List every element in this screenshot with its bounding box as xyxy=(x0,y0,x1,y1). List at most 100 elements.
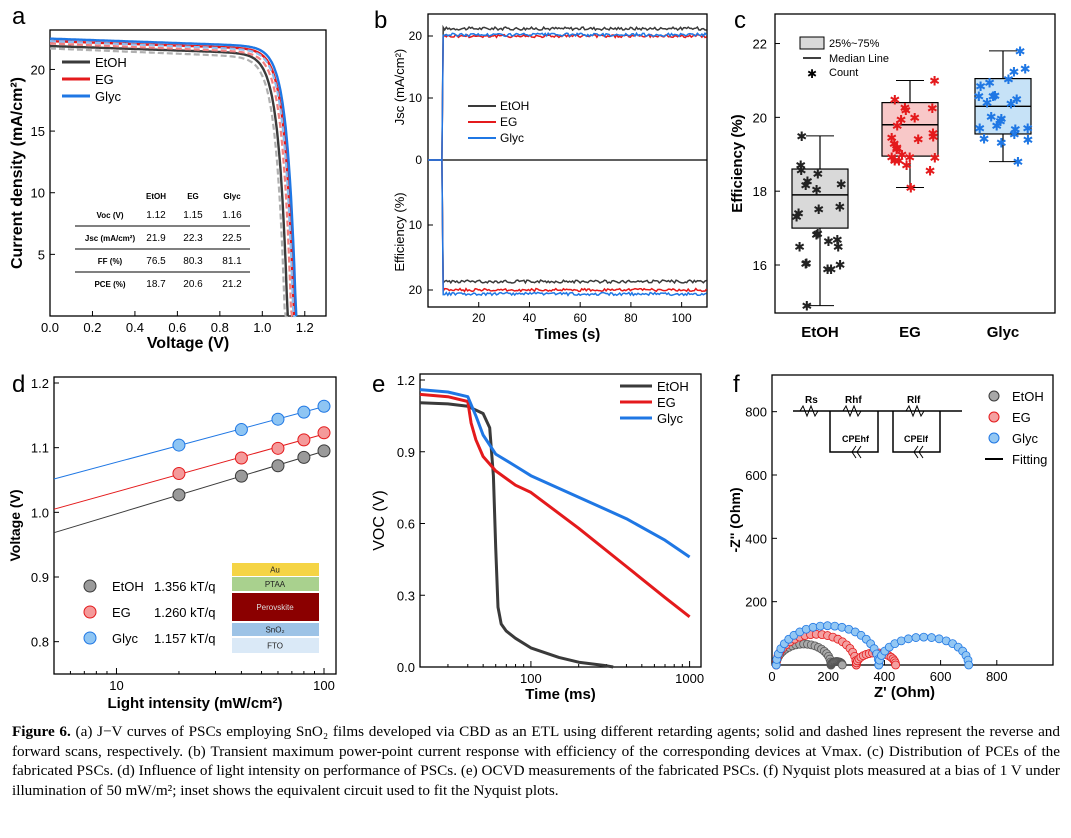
x-tick-label-EtOH: EtOH xyxy=(801,324,839,341)
panel-letter-e: e xyxy=(372,371,385,398)
y-tick-label: 1.2 xyxy=(397,373,415,388)
data-point-EG: ✱ xyxy=(905,180,916,195)
circuit-label-rlf: Rlf xyxy=(907,395,921,406)
figure-6: a 0.0 0.2 0.4 0.6 0.8 1.0 1.2 5 10 15 20 Voltage (V)… xyxy=(7,3,1056,712)
data-point-EtOH: ✱ xyxy=(833,239,844,254)
y-tick-label: 20 xyxy=(31,62,45,77)
legend-label-Glyc: Glyc xyxy=(1012,431,1039,446)
y-tick-label: 1.0 xyxy=(31,505,49,520)
data-point-Glyc: ✱ xyxy=(988,89,999,104)
legend-label-EG: EG xyxy=(500,115,517,129)
x-tick-label: 1.2 xyxy=(296,320,314,335)
data-point-Glyc: ✱ xyxy=(1022,121,1033,136)
y-tick-label: 1.2 xyxy=(31,376,49,391)
data-point-EtOH: ✱ xyxy=(811,227,822,242)
x-tick-label: 1000 xyxy=(675,671,704,686)
ocvd-curve-Glyc xyxy=(419,388,691,559)
data-point-EG: ✱ xyxy=(904,150,915,165)
x-tick-label: 0.0 xyxy=(41,320,59,335)
data-point-EtOH: ✱ xyxy=(800,178,811,193)
panel-a-jv-curves: a 0.0 0.2 0.4 0.6 0.8 1.0 1.2 5 10 15 20 Voltage (V)… xyxy=(9,3,327,352)
legend-label-EtOH: EtOH xyxy=(95,55,127,70)
panel-f-nyquist: f 0 200 400 600 800 200 400 600 800 Z' (Ohm) -Z'' (… xyxy=(727,371,1054,701)
legend-label-count: Count xyxy=(829,67,858,79)
data-point-EtOH: ✱ xyxy=(795,158,806,173)
table-row-label: Voc (V) xyxy=(97,211,124,220)
y-tick-label: 22 xyxy=(753,37,767,52)
device-layer-FTO xyxy=(232,638,319,653)
data-point-EG: ✱ xyxy=(929,73,940,88)
legend-marker-EG xyxy=(83,605,97,619)
y-tick-label: 0 xyxy=(415,153,422,167)
resistor-rhf xyxy=(842,404,862,418)
data-point-Glyc xyxy=(964,660,974,670)
x-tick-label: 0.6 xyxy=(168,320,186,335)
panel-letter-b: b xyxy=(374,7,387,34)
x-tick-label: 80 xyxy=(624,311,638,325)
data-point-EtOH: ✱ xyxy=(796,129,807,144)
table-cell: 80.3 xyxy=(183,256,203,267)
circuit-label-rs: Rs xyxy=(805,395,818,406)
y-tick-label: 1.1 xyxy=(31,441,49,456)
plot-frame xyxy=(53,376,337,675)
data-point-EG: ✱ xyxy=(893,154,904,169)
table-cell: 18.7 xyxy=(146,279,166,290)
jv-forward-Glyc xyxy=(50,40,297,318)
jv-reverse-EG xyxy=(50,39,296,317)
data-point-EG: ✱ xyxy=(925,163,936,178)
x-axis-label: Light intensity (mW/cm²) xyxy=(108,695,283,712)
data-point-EG: ✱ xyxy=(889,93,900,108)
data-point-Glyc: ✱ xyxy=(974,121,985,136)
data-point-EG xyxy=(891,660,901,670)
data-point-EtOH: ✱ xyxy=(812,167,823,182)
data-point-EG: ✱ xyxy=(913,132,924,147)
x-tick-label: 0.4 xyxy=(126,320,144,335)
x-tick-label: 400 xyxy=(874,669,896,684)
efficiency-trace-Glyc xyxy=(428,159,707,297)
y-tick-label: 15 xyxy=(31,124,45,139)
data-point-EG: ✱ xyxy=(886,131,897,146)
data-point-EG: ✱ xyxy=(928,130,939,145)
data-point-Glyc: ✱ xyxy=(991,118,1002,133)
data-point-EG: ✱ xyxy=(901,158,912,173)
data-point-Glyc: ✱ xyxy=(1010,122,1021,137)
table-col-Glyc: Glyc xyxy=(223,192,241,201)
x-tick-label-Glyc: Glyc xyxy=(987,324,1020,341)
data-point-EtOH: ✱ xyxy=(836,177,847,192)
table-cell: 1.16 xyxy=(222,210,242,221)
data-point-EG xyxy=(317,426,331,440)
table-cell: 21.2 xyxy=(222,279,242,290)
x-tick-label: 100 xyxy=(520,671,542,686)
data-point-EG xyxy=(172,467,186,481)
x-tick-label: 1.0 xyxy=(253,320,271,335)
data-point-Glyc: ✱ xyxy=(989,89,1000,104)
legend-label-EtOH: EtOH xyxy=(112,579,144,594)
efficiency-trace-EG xyxy=(428,159,708,294)
data-point-EtOH: ✱ xyxy=(823,234,834,249)
y-axis-label: Voltage (V) xyxy=(7,489,23,561)
data-point-EtOH xyxy=(271,459,285,473)
data-point-Glyc: ✱ xyxy=(996,136,1007,151)
data-point-EG: ✱ xyxy=(900,103,911,118)
data-point-EG: ✱ xyxy=(928,126,939,141)
data-point-Glyc: ✱ xyxy=(996,112,1007,127)
data-point-EtOH: ✱ xyxy=(832,233,843,248)
data-point-Glyc xyxy=(271,412,285,426)
y-tick-label: 5 xyxy=(38,247,45,262)
x-tick-label: 100 xyxy=(672,311,692,325)
data-point-Glyc: ✱ xyxy=(1023,133,1034,148)
y-tick-label: 16 xyxy=(753,258,767,273)
table-row-label: FF (%) xyxy=(98,257,123,266)
panel-e-ocvd: e 100 1000 0.0 0.3 0.6 0.9 1.2 Time (ms) VOC (V) E… xyxy=(371,371,704,703)
data-point-Glyc: ✱ xyxy=(982,96,993,111)
table-col-EtOH: EtOH xyxy=(146,192,166,201)
table-row-label: Jsc (mA/cm²) xyxy=(85,234,136,243)
data-point-EG: ✱ xyxy=(886,150,897,165)
legend-label-Fitting: Fitting xyxy=(1012,452,1047,467)
data-point-EG xyxy=(234,451,248,465)
x-axis-label: Voltage (V) xyxy=(147,335,229,352)
table-cell: 76.5 xyxy=(146,256,166,267)
y-tick-label: 18 xyxy=(753,184,767,199)
caption-text: (a) J−V curves of PSCs employing SnO₂ fi… xyxy=(12,723,1060,799)
